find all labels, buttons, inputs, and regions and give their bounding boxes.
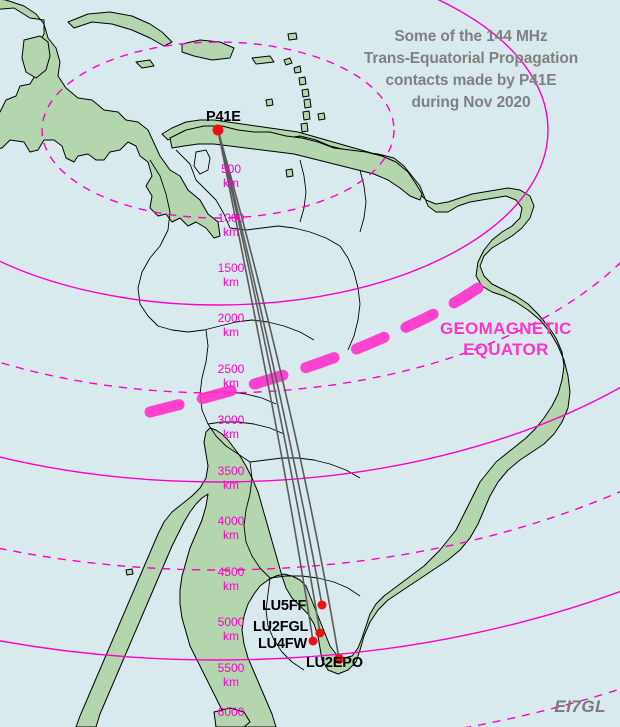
land-hispaniola [181, 39, 235, 61]
range-ring-500 [41, 41, 395, 219]
land-central-america [0, 0, 221, 239]
marker-P41E [212, 124, 224, 136]
land-cuba [67, 11, 173, 47]
map-title: Some of the 144 MHz Trans-Equatorial Pro… [336, 26, 606, 114]
path-to-LU2FGL [217, 129, 321, 634]
path-to-LU5FF [217, 129, 323, 606]
geomagnetic-equator-label: GEOMAGNETIC EQUATOR [440, 318, 572, 361]
country-borders [137, 149, 367, 671]
land-small-island-a [125, 568, 134, 576]
marker-LU5FF [317, 600, 327, 610]
map-title-line-1: Some of the 144 MHz [394, 28, 548, 45]
station-label-LU4FW: LU4FW [258, 636, 307, 652]
author-watermark: EI7GL [554, 697, 606, 716]
geomagnetic-equator-label-line-2: EQUATOR [463, 340, 549, 360]
marker-LU4FW [308, 636, 318, 646]
marker-LU2FGL [315, 628, 325, 638]
marker-LU2EPO [334, 654, 344, 664]
lake-maracaibo [193, 149, 211, 175]
geomagnetic-equator-label-line-1: GEOMAGNETIC [440, 319, 572, 338]
land-south-america [75, 119, 571, 727]
station-label-LU2FGL: LU2FGL [253, 619, 309, 635]
land-puerto-rico [251, 55, 275, 65]
land-yucatan [21, 35, 51, 79]
map-title-line-4: during Nov 2020 [411, 94, 531, 111]
range-ring-3000 [0, 590, 620, 661]
range-ring-2000 [0, 386, 620, 483]
range-ring-1000 [0, 0, 549, 306]
landmasses [0, 0, 571, 727]
map-title-line-2: Trans-Equatorial Propagation [363, 50, 579, 67]
geomagnetic-equator-line [144, 282, 484, 418]
station-markers [212, 124, 344, 664]
station-label-LU5FF: LU5FF [262, 598, 307, 614]
path-to-LU4FW [217, 129, 314, 642]
station-label-P41E: P41E [206, 109, 241, 125]
station-label-LU2EPO: LU2EPO [306, 655, 363, 671]
land-venezuela-coast [169, 125, 423, 201]
land-tierra-del-fuego [213, 707, 251, 727]
land-jamaica [135, 59, 155, 69]
map-title-line-3: contacts made by P41E [385, 72, 557, 89]
propagation-paths [217, 129, 340, 660]
path-to-LU2EPO [217, 129, 340, 660]
